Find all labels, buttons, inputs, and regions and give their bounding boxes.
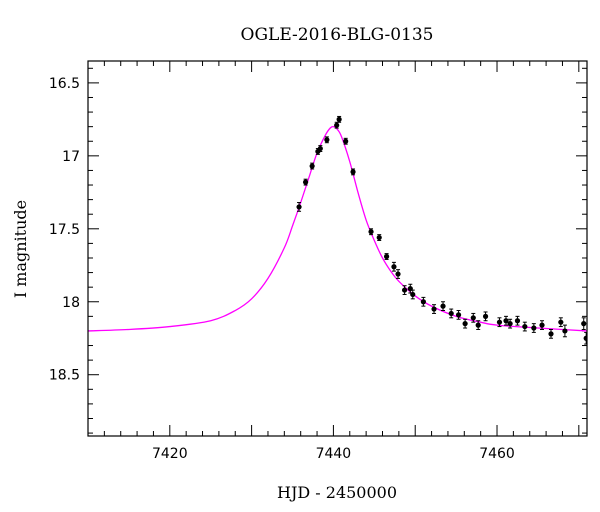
data-point <box>503 318 509 324</box>
data-point <box>455 312 462 318</box>
model-curve <box>88 125 587 332</box>
y-tick-label: 18 <box>62 295 80 311</box>
data-point <box>462 321 468 327</box>
data-point <box>507 321 513 327</box>
data-point <box>440 303 446 309</box>
data-point <box>368 229 374 235</box>
plot-frame <box>87 60 588 437</box>
data-point <box>334 122 340 128</box>
data-point <box>296 204 302 210</box>
data-point <box>562 328 568 334</box>
data-point <box>343 138 349 144</box>
data-point <box>336 116 342 122</box>
data-point <box>514 318 521 324</box>
y-tick-label: 17.5 <box>49 222 80 238</box>
y-axis-label: I magnitude <box>11 200 30 298</box>
data-point <box>324 137 330 143</box>
data-point <box>558 319 564 325</box>
data-point <box>302 179 309 185</box>
data-point <box>376 234 382 241</box>
data-point <box>383 253 390 260</box>
data-point <box>431 306 437 312</box>
data-point <box>470 315 476 321</box>
data-point <box>391 264 397 270</box>
data-point <box>401 287 408 293</box>
axis-ticks: 7420 7440 7460 16.5 17 17.5 18 18.5 <box>49 61 587 462</box>
y-tick-label: 16.5 <box>49 76 80 92</box>
data-point <box>531 325 537 331</box>
y-tick-label: 18.5 <box>49 368 80 384</box>
y-tick-label: 17 <box>62 149 80 165</box>
data-point <box>548 331 554 337</box>
data-point <box>475 322 481 328</box>
data-point <box>317 145 323 152</box>
data-point <box>539 322 545 328</box>
data-point <box>482 313 489 319</box>
data-point <box>420 299 426 305</box>
chart-title: OGLE-2016-BLG-0135 <box>241 25 434 45</box>
data-point <box>581 321 587 327</box>
x-axis-label: HJD - 2450000 <box>277 483 397 502</box>
data-point <box>583 335 587 341</box>
x-tick-label: 7460 <box>479 446 515 462</box>
plot-content <box>88 115 587 345</box>
data-point <box>410 291 416 298</box>
data-point <box>496 319 503 325</box>
data-point <box>448 310 454 317</box>
x-tick-label: 7420 <box>152 446 188 462</box>
x-tick-label: 7440 <box>316 446 352 462</box>
data-point <box>350 169 356 175</box>
data-point <box>395 271 401 277</box>
data-point <box>522 323 528 330</box>
plot-area <box>88 115 587 345</box>
data-point <box>309 163 315 169</box>
